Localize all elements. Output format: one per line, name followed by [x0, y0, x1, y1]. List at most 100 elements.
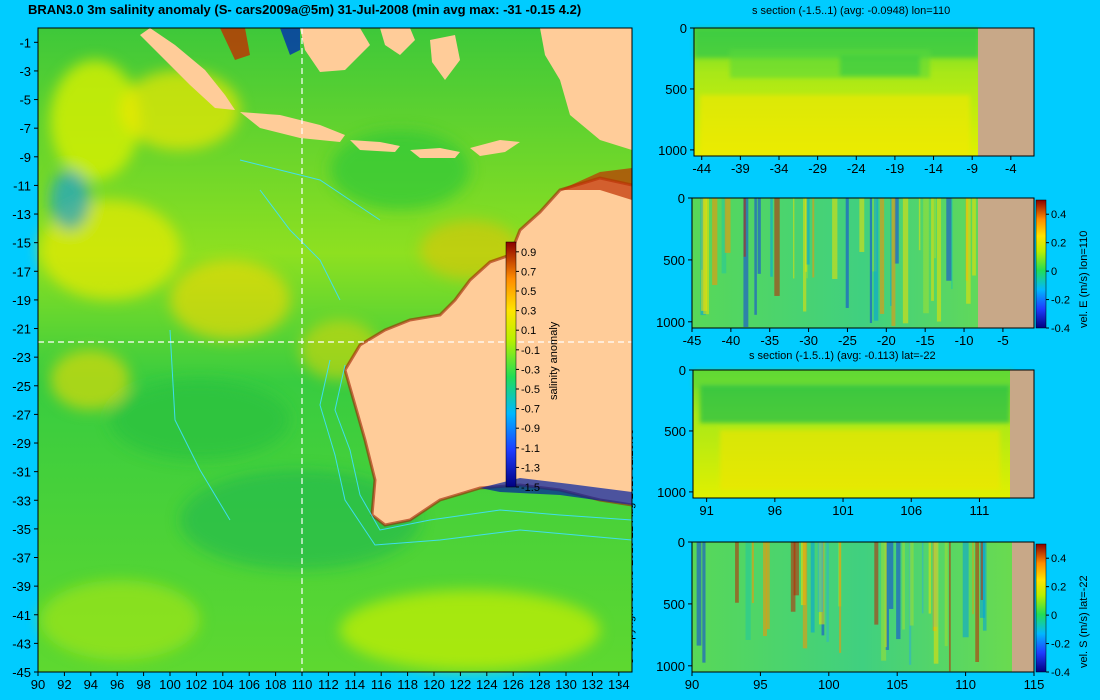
velocity-stripe [894, 198, 899, 264]
y-tick-label: -1 [19, 35, 31, 50]
colorbar-tick-label: -0.7 [521, 404, 540, 416]
x-tick-label: 118 [397, 677, 418, 692]
velocity-stripe [806, 198, 810, 265]
y-tick-label: -35 [12, 522, 31, 537]
vel-s-colorbar-label: vel. S (m/s) lat=-22 [1078, 575, 1090, 668]
colorbar-tick-label: -1.3 [521, 462, 540, 474]
velocity-stripe [832, 198, 838, 279]
velocity-stripe [890, 198, 892, 306]
y-tick-label: -5 [19, 93, 31, 108]
velocity-stripe [936, 198, 942, 322]
y-tick-label: -39 [12, 579, 31, 594]
velocity-stripe [735, 542, 739, 603]
velocity-stripe [931, 198, 934, 301]
x-tick-label: 126 [502, 677, 524, 692]
x-tick-label: 90 [685, 677, 699, 692]
y-tick-label: 1000 [656, 315, 685, 330]
section-title-lat: s section (-1.5..1) (avg: -0.113) lat=-2… [749, 350, 936, 362]
vel-e-colorbar-label: vel. E (m/s) lon=110 [1078, 231, 1090, 328]
colorbar-tick-label: 0 [1051, 610, 1057, 622]
x-tick-label: 104 [212, 677, 234, 692]
colorbar-tick-label: -0.4 [1051, 667, 1070, 679]
x-tick-label: 108 [265, 677, 287, 692]
lat-velocity-section [691, 541, 1035, 673]
y-tick-label: -29 [12, 436, 31, 451]
x-tick-label: 130 [555, 677, 577, 692]
lon-velocity-section [691, 197, 1035, 329]
y-tick-label: -15 [12, 236, 31, 251]
x-tick-label: -9 [966, 161, 978, 176]
velocity-stripe [810, 542, 815, 633]
velocity-stripe [966, 198, 971, 304]
y-tick-label: -45 [12, 665, 31, 680]
x-tick-label: 94 [84, 677, 98, 692]
y-tick-label: -13 [12, 207, 31, 222]
velocity-stripe [826, 542, 829, 642]
velocity-stripe [763, 542, 767, 637]
y-tick-label: -31 [12, 465, 31, 480]
colorbar-tick-label: 0.2 [1051, 582, 1066, 594]
velocity-stripe [948, 542, 951, 672]
colorbar-tick-label: 0.3 [521, 306, 536, 318]
y-tick-label: -21 [12, 322, 31, 337]
x-tick-label: -34 [770, 161, 789, 176]
velocity-stripe [790, 542, 796, 612]
page-title: BRAN3.0 3m salinity anomaly (S- cars2009… [28, 2, 582, 17]
x-tick-label: -44 [692, 161, 711, 176]
colorbar-tick-label: -0.2 [1051, 639, 1070, 651]
y-tick-label: 1000 [657, 485, 686, 500]
velocity-stripe [696, 542, 702, 646]
x-tick-label: 100 [159, 677, 181, 692]
x-tick-label: -4 [1005, 161, 1017, 176]
y-tick-label: -33 [12, 493, 31, 508]
velocity-stripe [881, 542, 887, 661]
y-tick-label: -43 [12, 636, 31, 651]
y-tick-label: -19 [12, 293, 31, 308]
y-tick-label: 1000 [656, 659, 685, 674]
velocity-stripe [701, 198, 707, 311]
velocity-stripe [962, 542, 969, 638]
x-tick-label: -5 [997, 333, 1009, 348]
x-tick-label: 90 [31, 677, 45, 692]
velocity-stripe [902, 198, 909, 324]
velocity-stripe [918, 198, 921, 251]
y-tick-label: -37 [12, 551, 31, 566]
vel-s-colorbar: 0.4 0.2 0 -0.2 -0.4 vel. S (m/s) lat=-22 [1035, 543, 1090, 679]
y-tick-label: -23 [12, 350, 31, 365]
velocity-stripe [902, 542, 905, 630]
y-tick-label: 500 [664, 424, 686, 439]
x-tick-label: 116 [371, 677, 392, 692]
y-tick-label: 500 [663, 597, 685, 612]
x-tick-label: 92 [57, 677, 71, 692]
colorbar-tick-label: -1.1 [521, 443, 540, 455]
y-tick-label: 0 [678, 191, 685, 206]
x-tick-label: 112 [318, 677, 339, 692]
y-tick-label: -41 [12, 608, 31, 623]
x-tick-label: 96 [768, 503, 782, 518]
x-tick-label: 96 [110, 677, 124, 692]
velocity-stripe [743, 198, 746, 257]
velocity-stripe [817, 542, 824, 613]
x-tick-label: 132 [582, 677, 604, 692]
velocity-stripe [712, 198, 718, 286]
colorbar-tick-label: 0.4 [1051, 209, 1066, 221]
y-tick-label: 1000 [658, 143, 687, 158]
x-tick-label: -29 [808, 161, 827, 176]
velocity-stripe [909, 542, 914, 626]
velocity-stripe [972, 542, 974, 615]
x-tick-label: -45 [683, 333, 702, 348]
vel-e-colorbar: 0.4 0.2 0 -0.2 -0.4 vel. E (m/s) lon=110 [1035, 199, 1090, 335]
y-tick-label: 500 [665, 82, 687, 97]
colorbar-tick-label: 0 [1051, 266, 1057, 278]
x-tick-label: 105 [886, 677, 908, 692]
x-tick-label: 111 [970, 503, 990, 518]
x-tick-label: -10 [955, 333, 974, 348]
x-tick-label: 134 [608, 677, 630, 692]
velocity-stripe [793, 542, 799, 596]
velocity-stripe [812, 198, 815, 278]
y-tick-label: -7 [19, 121, 31, 136]
colorbar-tick-label: -0.9 [521, 423, 540, 435]
velocity-stripe [869, 198, 873, 323]
x-tick-label: 106 [238, 677, 260, 692]
x-tick-label: -40 [721, 333, 740, 348]
